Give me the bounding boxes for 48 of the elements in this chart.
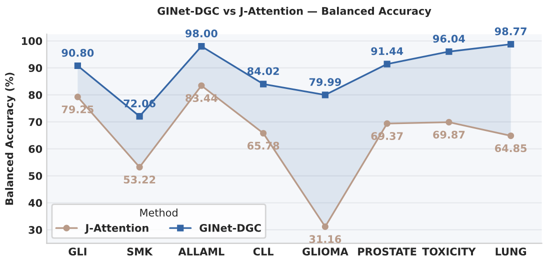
x-tick-label: CLL [253, 248, 274, 256]
point [446, 48, 452, 55]
y-tick-label: 90 [28, 64, 42, 72]
legend-label: J-Attention [84, 224, 148, 234]
legend-title: Method [140, 208, 178, 217]
point [384, 60, 390, 68]
point [74, 62, 81, 70]
point [446, 118, 452, 126]
y-tick-label: 30 [28, 226, 42, 234]
data-label: 79.99 [309, 78, 341, 86]
data-label: 96.04 [433, 34, 465, 43]
x-tick-label: SMK [127, 248, 153, 256]
data-label: 31.16 [309, 235, 342, 244]
y-tick-label: 100 [22, 37, 42, 46]
data-label: 53.22 [124, 176, 156, 184]
point [136, 113, 143, 120]
point [260, 130, 267, 137]
data-label: 98.00 [186, 29, 218, 38]
point [74, 94, 81, 100]
data-label: 69.87 [433, 130, 465, 139]
x-tick-label: LUNG [496, 248, 526, 256]
point [136, 164, 143, 170]
data-label: 90.80 [62, 48, 94, 57]
point [322, 92, 328, 98]
x-tick-label: PROSTATE [358, 248, 416, 256]
y-tick-label: 60 [28, 145, 42, 153]
x-tick-label: GLIOMA [302, 248, 348, 256]
data-label: 84.02 [247, 67, 279, 76]
point [260, 80, 267, 88]
point [322, 223, 328, 230]
y-tick-label: 50 [28, 172, 42, 180]
x-tick-label: TOXICITY [422, 248, 476, 256]
point [198, 43, 205, 50]
x-tick-label: GLI [68, 248, 86, 256]
point [508, 132, 514, 140]
data-label: 64.85 [494, 144, 527, 152]
legend-label: GINet-DGC [200, 224, 261, 232]
point [508, 40, 514, 48]
y-tick-label: 40 [28, 199, 42, 207]
x-tick-label: ALLAML [178, 248, 224, 256]
data-label: 91.44 [371, 47, 404, 56]
data-label: 98.77 [494, 27, 526, 36]
point [384, 120, 390, 127]
chart-title: GINet-DGC vs J-Attention — Balanced Accuracy [158, 6, 432, 17]
point [198, 82, 205, 89]
y-axis-title: Balanced Accuracy (%) [5, 72, 16, 205]
y-tick-label: 80 [28, 91, 42, 99]
y-tick-label: 70 [28, 118, 42, 126]
